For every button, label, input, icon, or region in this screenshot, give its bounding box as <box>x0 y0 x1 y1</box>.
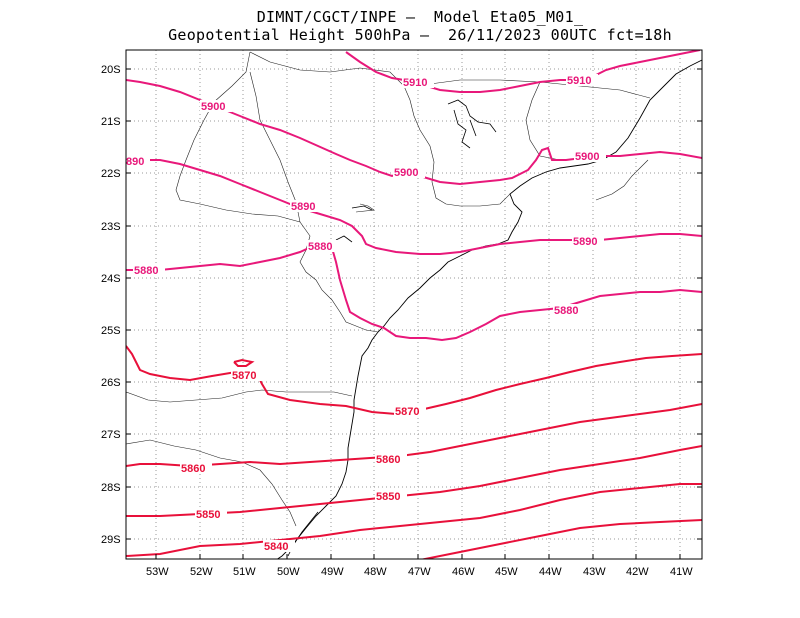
contour-label: 5860 <box>181 463 205 475</box>
contour-label: 5850 <box>196 509 220 521</box>
lon-label: 49W <box>321 566 344 578</box>
contour-label: 5860 <box>376 454 400 466</box>
lat-label: 23S <box>101 221 121 233</box>
contour-label: 5910 <box>567 75 591 87</box>
tick-marks <box>126 68 702 559</box>
contour-5870 <box>126 345 702 416</box>
contour-label: 5870 <box>232 370 256 382</box>
contour-label: 5900 <box>394 167 418 179</box>
contour-label: 5890 <box>291 201 315 213</box>
lon-label: 50W <box>277 566 300 578</box>
lat-label: 29S <box>101 534 121 546</box>
lat-label: 25S <box>101 325 121 337</box>
contour-label: 5880 <box>134 265 158 277</box>
lon-label: 42W <box>626 566 649 578</box>
map-title-line-1: DIMNT/CGCT/INPE – Model Eta05_M01_ <box>256 8 584 26</box>
contour-labels: 5910 5910 5900 5900 5900 890 5890 5890 5… <box>126 74 606 553</box>
contour-5840 <box>126 483 702 557</box>
map-title-line-2: Geopotential Height 500hPa – 26/11/2023 … <box>168 26 672 44</box>
contour-label: 5840 <box>264 541 288 553</box>
lon-label: 43W <box>583 566 606 578</box>
coastline <box>276 59 702 559</box>
contour-label: 5850 <box>376 491 400 503</box>
contour-5880 <box>126 240 702 342</box>
lon-label: 52W <box>190 566 213 578</box>
contour-label: 5900 <box>575 151 599 163</box>
lon-label: 48W <box>364 566 387 578</box>
contour-5910-west <box>345 50 701 93</box>
contour-label: 5880 <box>308 241 332 253</box>
lon-label: 41W <box>670 566 693 578</box>
contour-5870-small-loop <box>233 358 255 367</box>
contour-label: 5890 <box>573 236 597 248</box>
lat-label: 22S <box>101 168 121 180</box>
lat-label: 28S <box>101 482 121 494</box>
contour-label: 5870 <box>395 406 419 418</box>
lon-gridlines <box>155 50 681 559</box>
lat-label: 26S <box>101 377 121 389</box>
contour-label: 5900 <box>201 101 225 113</box>
reservoirs <box>335 99 497 243</box>
lon-label: 46W <box>452 566 475 578</box>
contour-label: 890 <box>126 156 144 168</box>
lon-label: 45W <box>495 566 518 578</box>
contour-label: 5880 <box>554 305 578 317</box>
lon-label: 53W <box>146 566 169 578</box>
contour-label: 5910 <box>403 77 427 89</box>
lat-label: 20S <box>101 64 121 76</box>
lon-label: 47W <box>408 566 431 578</box>
lon-label: 44W <box>539 566 562 578</box>
lat-label: 24S <box>101 273 121 285</box>
lon-labels: 53W 52W 51W 50W 49W 48W 47W 46W 45W 44W … <box>146 566 693 578</box>
contour-5830 <box>419 519 702 559</box>
lon-label: 51W <box>233 566 256 578</box>
map-frame <box>125 49 703 560</box>
lat-labels: 20S 21S 22S 23S 24S 25S 26S 27S 28S 29S <box>101 64 121 546</box>
lat-label: 21S <box>101 116 121 128</box>
lat-label: 27S <box>101 429 121 441</box>
